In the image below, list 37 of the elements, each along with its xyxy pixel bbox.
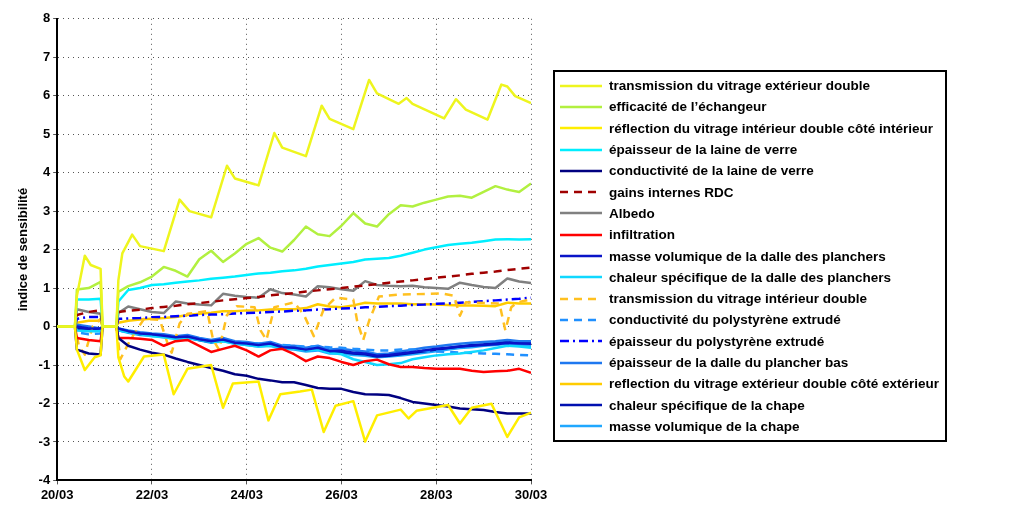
x-tick-label: 28/03 (419, 486, 453, 502)
y-tick-label: 3 (42, 202, 51, 218)
legend-label: épaisseur de la dalle du plancher bas (609, 355, 849, 370)
legend-label: épaisseur de la laine de verre (609, 142, 798, 158)
y-axis-title: indice de sensibilité (15, 187, 31, 312)
legend-label: Albedo (609, 205, 655, 221)
y-tick-label: -1 (38, 356, 51, 372)
x-tick-label: 22/03 (135, 486, 169, 502)
y-tick-label: 6 (42, 87, 51, 103)
legend-label: réflection du vitrage intérieur double côté intérieur (609, 120, 934, 136)
legend-label: transmission du vitrage extérieur double (609, 78, 871, 94)
y-tick-label: -3 (38, 433, 51, 449)
y-tick-label: 8 (42, 10, 51, 26)
legend-label: transmission du vitrage intérieur double (609, 291, 868, 307)
x-tick-label: 20/03 (40, 486, 74, 502)
y-tick-label: -2 (38, 395, 51, 411)
y-tick-label: -4 (38, 471, 51, 487)
y-tick-label: 7 (42, 48, 51, 64)
legend-label: épaisseur du polystyrène extrudé (609, 333, 825, 349)
legend-label: chaleur spécifique de la dalle des planchers (609, 269, 892, 285)
x-tick-label: 24/03 (230, 486, 263, 502)
legend-label: conductivité du polystyrène extrudé (609, 312, 841, 328)
legend-label: efficacité de l’échangeur (609, 99, 767, 115)
x-tick-label: 26/03 (325, 486, 358, 502)
x-tick-label: 30/03 (514, 486, 548, 502)
legend-label: masse volumique de la dalle des planchers (609, 248, 886, 264)
y-tick-label: 2 (42, 241, 51, 257)
legend-label: infiltration (609, 227, 675, 243)
legend-label: reflection du vitrage extérieur double côté extérieur (609, 376, 940, 392)
legend-label: chaleur spécifique de la chape (609, 397, 805, 413)
legend-label: masse volumique de la chape (609, 418, 800, 434)
legend-label: conductivité de la laine de verre (609, 163, 814, 179)
y-tick-label: 1 (42, 279, 51, 295)
y-tick-label: 0 (42, 318, 51, 334)
y-tick-label: 5 (42, 125, 51, 141)
y-tick-label: 4 (42, 164, 51, 180)
legend-label: gains internes RDC (609, 184, 734, 200)
